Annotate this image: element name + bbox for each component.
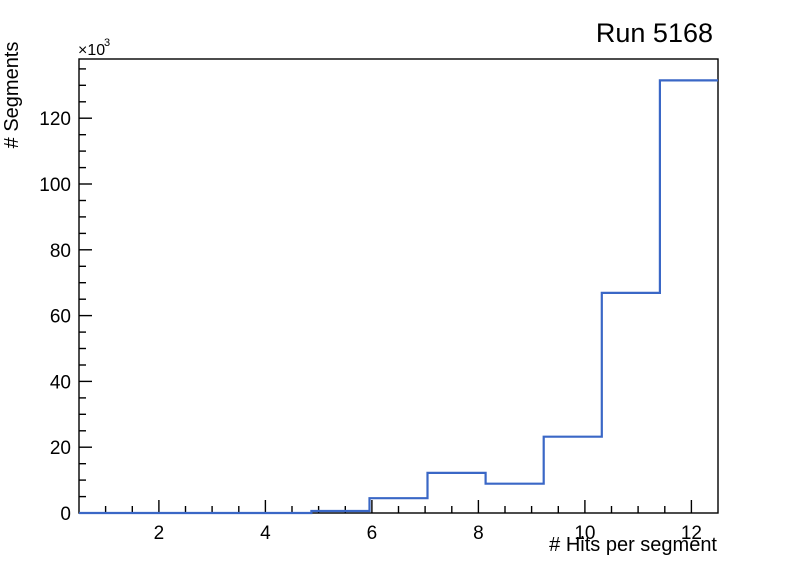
y-tick-label: 0 <box>60 504 71 525</box>
y-axis-ticks <box>79 68 92 514</box>
y-axis-multiplier-exponent: 3 <box>104 37 110 49</box>
y-tick-label: 100 <box>39 175 71 196</box>
y-axis-tick-labels: 0 20 40 60 80 100 120 <box>39 109 71 525</box>
y-tick-label: 60 <box>50 307 71 328</box>
x-tick-label: 4 <box>260 523 271 544</box>
x-tick-label: 10 <box>574 523 595 544</box>
chart-title: Run 5168 <box>596 18 713 48</box>
y-tick-label: 120 <box>39 109 71 130</box>
histogram-step-line <box>79 79 718 515</box>
x-tick-label: 2 <box>154 523 165 544</box>
y-axis-multiplier: ×10 <box>78 42 105 59</box>
y-axis-title: # Segments <box>1 42 23 149</box>
x-axis-tick-labels: 2 4 6 8 10 12 <box>154 523 702 544</box>
x-axis-ticks <box>104 500 693 513</box>
x-tick-label: 6 <box>367 523 378 544</box>
y-tick-label: 20 <box>50 438 71 459</box>
x-tick-label: 8 <box>473 523 484 544</box>
x-tick-label: 12 <box>681 523 702 544</box>
y-tick-label: 40 <box>50 372 71 393</box>
plot-frame <box>78 58 719 514</box>
y-tick-label: 80 <box>50 241 71 262</box>
x-axis-title: # Hits per segment <box>549 534 717 556</box>
